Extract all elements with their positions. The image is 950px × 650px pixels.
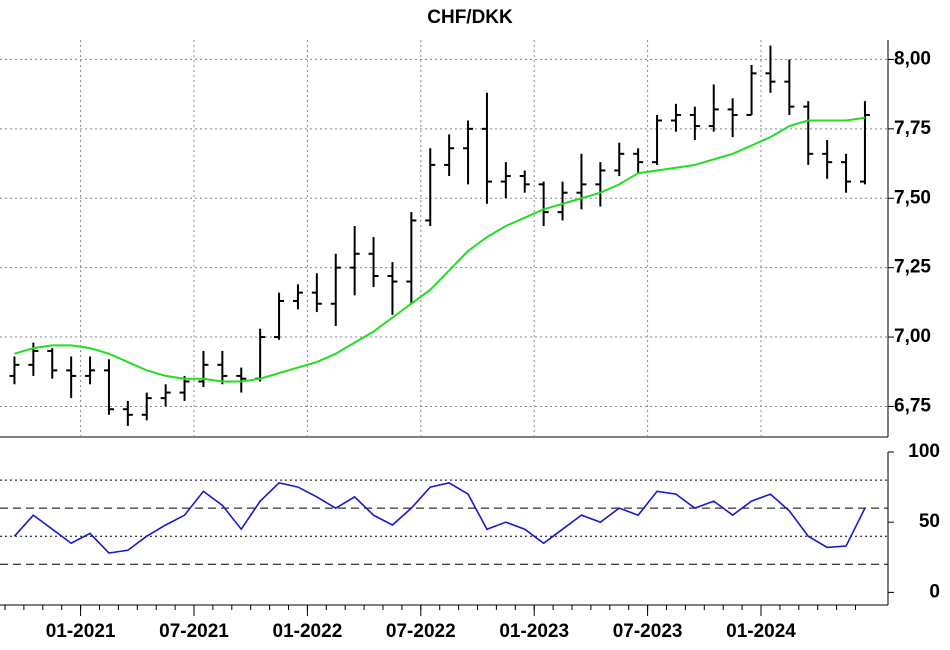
- y-tick-label: 50: [919, 511, 940, 532]
- x-tick-label: 07-2021: [159, 621, 229, 642]
- x-tick-label: 01-2022: [273, 621, 343, 642]
- y-tick-label: 6,75: [894, 395, 931, 416]
- chart-title: CHF/DKK: [427, 7, 513, 28]
- y-tick-label: 0: [929, 581, 940, 602]
- y-tick-label: 8,00: [894, 48, 931, 69]
- y-tick-label: 7,25: [894, 257, 931, 278]
- x-tick-label: 01-2023: [499, 621, 569, 642]
- y-tick-label: 7,00: [894, 326, 931, 347]
- y-tick-label: 7,50: [894, 187, 931, 208]
- x-tick-label: 01-2024: [726, 621, 796, 642]
- y-tick-label: 100: [908, 441, 940, 462]
- y-tick-label: 7,75: [894, 118, 931, 139]
- x-tick-label: 01-2021: [46, 621, 116, 642]
- x-tick-label: 07-2023: [613, 621, 683, 642]
- moving-average: [14, 116, 866, 383]
- rsi-line: [13, 482, 866, 554]
- x-tick-label: 07-2022: [386, 621, 456, 642]
